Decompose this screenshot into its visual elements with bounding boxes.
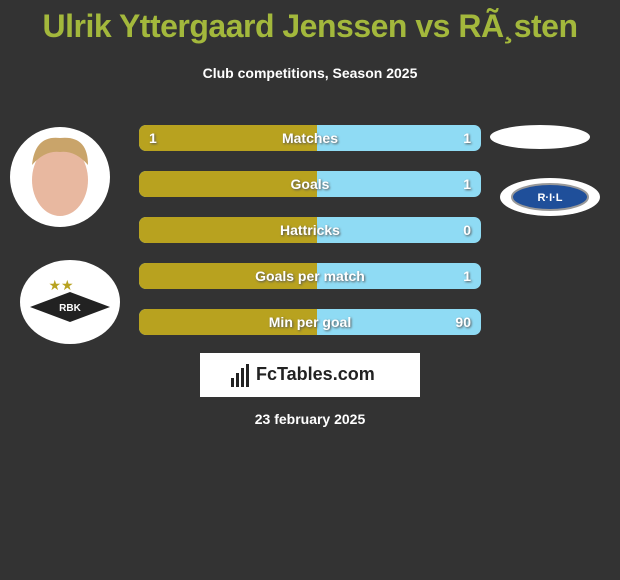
bar-left-part: [139, 263, 317, 289]
stat-label: Matches: [281, 130, 339, 146]
right-value: 1: [463, 268, 471, 284]
right-club-label: R·I·L: [537, 192, 562, 204]
stat-bar: Matches 1 1: [139, 125, 481, 151]
bar-left-part: [139, 125, 317, 151]
brand-box: FcTables.com: [200, 353, 420, 397]
badge-star: ★★: [48, 277, 73, 293]
left-club-label: RBK: [59, 303, 81, 314]
subtitle: Club competitions, Season 2025: [202, 65, 418, 81]
player-hair: [32, 137, 88, 165]
stat-bar: Hattricks 0: [139, 217, 481, 243]
right-value: 1: [463, 176, 471, 192]
right-value: 1: [463, 130, 471, 146]
player-face: [32, 144, 88, 216]
brand-icon: [231, 364, 249, 387]
right-club-inner: [511, 183, 589, 211]
right-value: 90: [455, 314, 471, 330]
right-value: 0: [463, 222, 471, 238]
brand-text: FcTables.com: [256, 364, 375, 384]
stat-bar: Goals 1: [139, 171, 481, 197]
stat-label: Goals per match: [255, 268, 365, 284]
stat-label: Goals: [290, 176, 330, 192]
stat-bar: Min per goal 90: [139, 309, 481, 335]
title: Ulrik Yttergaard Jenssen vs RÃ¸sten: [42, 8, 578, 44]
stat-label: Min per goal: [268, 314, 352, 330]
badge-shape: [30, 292, 110, 322]
bar-left-part: [139, 217, 317, 243]
bar-left-part: [139, 171, 317, 197]
stat-label: Hattricks: [280, 222, 340, 238]
stat-bar: Goals per match 1: [139, 263, 481, 289]
date: 23 february 2025: [254, 411, 366, 427]
bar-left-part: [139, 309, 317, 335]
blank-logo: [490, 125, 590, 149]
left-value: 1: [149, 130, 157, 146]
